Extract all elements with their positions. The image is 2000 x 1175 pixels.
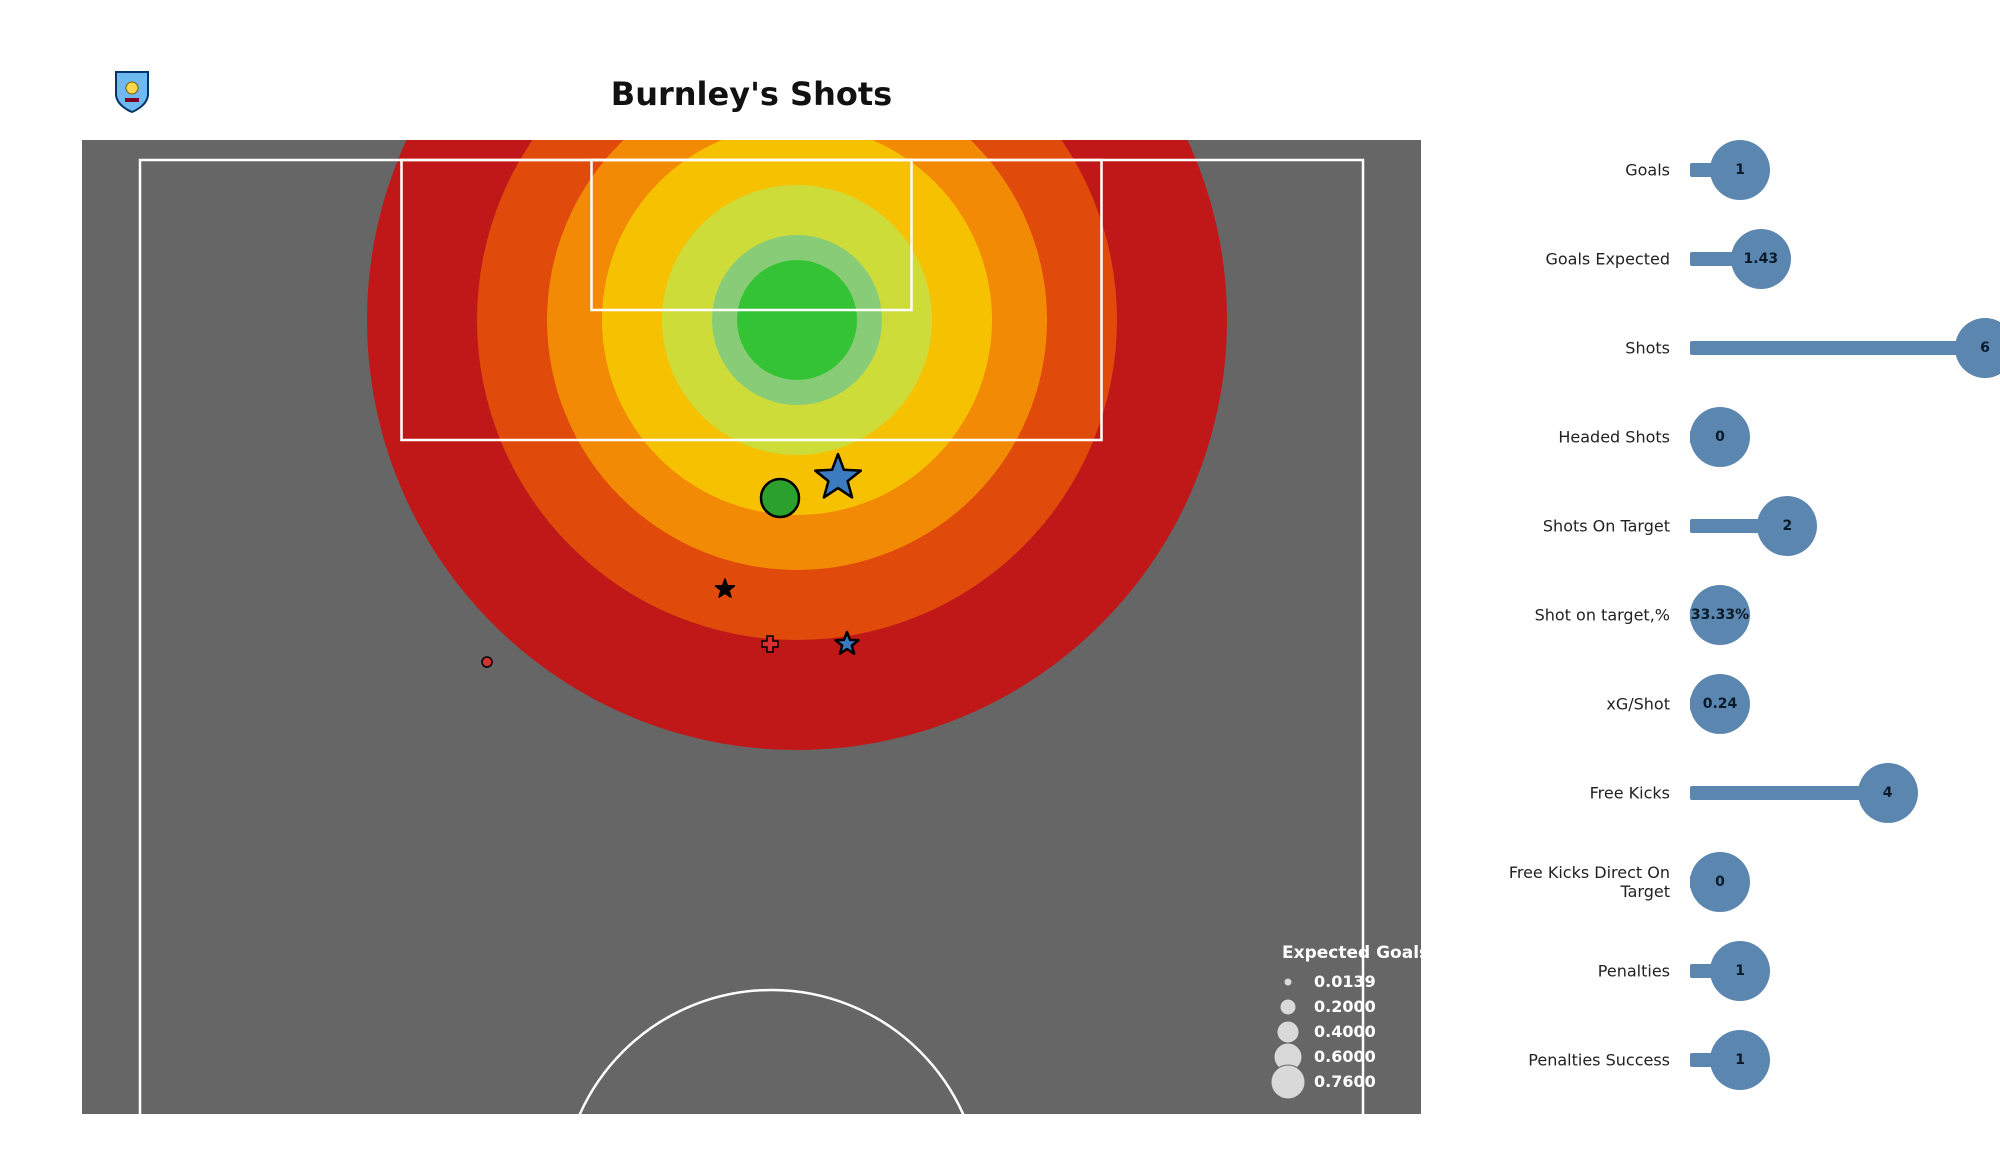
stat-label: Shot on target,% (1500, 606, 1670, 625)
stat-row: Shots 6 (1500, 318, 2000, 378)
xg-legend-value: 0.6000 (1314, 1047, 1376, 1066)
stats-panel: Goals 1 Goals Expected 1.43 Shots 6 Headed Sho… (1500, 140, 2000, 1119)
stat-label: Goals (1500, 161, 1670, 180)
xg-legend-value: 0.2000 (1314, 997, 1376, 1016)
shot-map-pitch: Expected Goals 0.0139 0.2000 0.4000 0.6000 0.… (82, 140, 1421, 1114)
stat-value-bubble: 1 (1710, 140, 1770, 200)
stat-track (1690, 341, 1985, 355)
stat-row: Shot on target,% 33.33% (1500, 585, 2000, 645)
stat-value-bubble: 2 (1757, 496, 1817, 556)
stat-label: Shots (1500, 339, 1670, 358)
stat-row: Headed Shots 0 (1500, 407, 2000, 467)
stat-value-bubble: 1.43 (1731, 229, 1791, 289)
xg-legend-marker (1284, 978, 1292, 986)
stat-label: Free Kicks (1500, 784, 1670, 803)
stat-row: xG/Shot 0.24 (1500, 674, 2000, 734)
xg-legend-title: Expected Goals (1282, 943, 1421, 963)
stat-row: Penalties 1 (1500, 941, 2000, 1001)
stat-label: Penalties (1500, 962, 1670, 981)
stat-row: Shots On Target 2 (1500, 496, 2000, 556)
stat-value-bubble: 0 (1690, 407, 1750, 467)
stat-label: Goals Expected (1500, 250, 1670, 269)
stat-label: Penalties Success (1500, 1051, 1670, 1070)
xg-legend-value: 0.7600 (1314, 1072, 1376, 1091)
stat-row: Goals 1 (1500, 140, 2000, 200)
stat-value-bubble: 6 (1955, 318, 2000, 378)
shot-marker (761, 479, 799, 517)
stat-value-bubble: 0.24 (1690, 674, 1750, 734)
stat-value-bubble: 1 (1710, 941, 1770, 1001)
stat-value-bubble: 0 (1690, 852, 1750, 912)
xg-legend-marker (1271, 1065, 1305, 1099)
stat-label: Shots On Target (1500, 517, 1670, 536)
xg-legend-value: 0.4000 (1314, 1022, 1376, 1041)
stat-row: Penalties Success 1 (1500, 1030, 2000, 1090)
xg-legend-marker (1280, 999, 1296, 1015)
stat-value-bubble: 1 (1710, 1030, 1770, 1090)
stat-label: Headed Shots (1500, 428, 1670, 447)
stat-label: xG/Shot (1500, 695, 1670, 714)
stat-row: Free Kicks Direct On Target 0 (1500, 852, 2000, 912)
shot-marker (482, 657, 492, 667)
stat-row: Free Kicks 4 (1500, 763, 2000, 823)
stat-row: Goals Expected 1.43 (1500, 229, 2000, 289)
stat-value-bubble: 4 (1858, 763, 1918, 823)
stat-value-bubble: 33.33% (1690, 585, 1750, 645)
xg-legend-value: 0.0139 (1314, 972, 1376, 991)
stat-label: Free Kicks Direct On Target (1500, 863, 1670, 901)
chart-title: Burnley's Shots (82, 75, 1421, 113)
xg-legend-marker (1277, 1021, 1299, 1043)
